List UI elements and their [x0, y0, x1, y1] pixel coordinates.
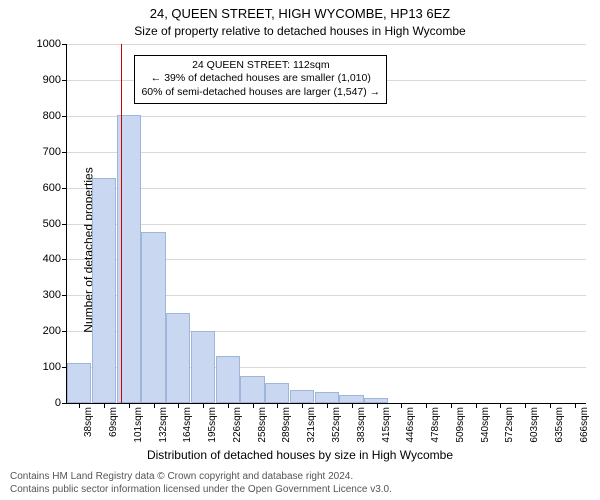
- xtick-label: 289sqm: [281, 407, 292, 443]
- histogram-bar: [240, 376, 264, 403]
- ytick-mark: [62, 44, 67, 45]
- ytick-label: 400: [43, 253, 61, 265]
- xtick-mark: [154, 403, 155, 408]
- xtick-label: 540sqm: [480, 407, 491, 443]
- ytick-mark: [62, 295, 67, 296]
- gridline: [67, 188, 586, 189]
- xtick-mark: [253, 403, 254, 408]
- xtick-mark: [327, 403, 328, 408]
- xtick-mark: [500, 403, 501, 408]
- xtick-label: 226sqm: [232, 407, 243, 443]
- plot-area: 0100200300400500600700800900100038sqm69s…: [66, 44, 586, 404]
- histogram-bar: [216, 356, 240, 403]
- histogram-bar: [339, 395, 363, 403]
- xtick-label: 446sqm: [405, 407, 416, 443]
- annotation-line1: 24 QUEEN STREET: 112sqm: [141, 59, 380, 73]
- xtick-mark: [302, 403, 303, 408]
- ytick-label: 900: [43, 74, 61, 86]
- ytick-mark: [62, 331, 67, 332]
- xtick-label: 635sqm: [554, 407, 565, 443]
- ytick-label: 700: [43, 146, 61, 158]
- xtick-mark: [401, 403, 402, 408]
- xtick-label: 509sqm: [455, 407, 466, 443]
- gridline: [67, 152, 586, 153]
- xtick-mark: [178, 403, 179, 408]
- ytick-mark: [62, 224, 67, 225]
- xtick-mark: [575, 403, 576, 408]
- xtick-label: 195sqm: [207, 407, 218, 443]
- annotation-line3: 60% of semi-detached houses are larger (…: [141, 86, 380, 100]
- property-marker-line: [121, 44, 122, 403]
- gridline: [67, 224, 586, 225]
- xtick-label: 478sqm: [430, 407, 441, 443]
- xtick-mark: [277, 403, 278, 408]
- annotation-box: 24 QUEEN STREET: 112sqm ← 39% of detache…: [134, 55, 387, 104]
- xtick-label: 383sqm: [356, 407, 367, 443]
- xtick-label: 572sqm: [504, 407, 515, 443]
- ytick-label: 1000: [37, 38, 61, 50]
- xtick-mark: [550, 403, 551, 408]
- histogram-bar: [315, 392, 339, 403]
- ytick-label: 600: [43, 182, 61, 194]
- footnote-line2: Contains public sector information licen…: [10, 484, 590, 497]
- chart-footnote: Contains HM Land Registry data © Crown c…: [10, 471, 590, 496]
- ytick-mark: [62, 188, 67, 189]
- xtick-mark: [228, 403, 229, 408]
- histogram-bar: [290, 390, 314, 403]
- xtick-mark: [79, 403, 80, 408]
- xtick-label: 666sqm: [579, 407, 590, 443]
- xtick-mark: [426, 403, 427, 408]
- xtick-label: 132sqm: [158, 407, 169, 443]
- xtick-label: 38sqm: [83, 407, 94, 437]
- gridline: [67, 116, 586, 117]
- ytick-label: 800: [43, 110, 61, 122]
- xtick-mark: [451, 403, 452, 408]
- xtick-mark: [129, 403, 130, 408]
- xtick-label: 258sqm: [257, 407, 268, 443]
- ytick-mark: [62, 403, 67, 404]
- ytick-label: 200: [43, 325, 61, 337]
- xtick-mark: [525, 403, 526, 408]
- annotation-line2: ← 39% of detached houses are smaller (1,…: [141, 72, 380, 86]
- ytick-label: 500: [43, 218, 61, 230]
- xtick-label: 352sqm: [331, 407, 342, 443]
- histogram-bar: [191, 331, 215, 403]
- ytick-label: 0: [55, 397, 61, 409]
- xtick-label: 101sqm: [133, 407, 144, 443]
- histogram-bar: [92, 178, 116, 403]
- ytick-label: 300: [43, 289, 61, 301]
- xtick-mark: [377, 403, 378, 408]
- histogram-bar: [67, 363, 91, 403]
- histogram-bar: [141, 232, 165, 403]
- ytick-mark: [62, 152, 67, 153]
- xtick-label: 321sqm: [306, 407, 317, 443]
- xtick-label: 164sqm: [182, 407, 193, 443]
- histogram-bar: [166, 313, 190, 403]
- xtick-mark: [476, 403, 477, 408]
- ytick-mark: [62, 80, 67, 81]
- xtick-label: 603sqm: [529, 407, 540, 443]
- xtick-mark: [352, 403, 353, 408]
- chart-title: 24, QUEEN STREET, HIGH WYCOMBE, HP13 6EZ: [0, 6, 600, 21]
- xtick-mark: [104, 403, 105, 408]
- chart-subtitle: Size of property relative to detached ho…: [0, 24, 600, 38]
- gridline: [67, 44, 586, 45]
- xtick-label: 69sqm: [108, 407, 119, 437]
- xtick-label: 415sqm: [381, 407, 392, 443]
- footnote-line1: Contains HM Land Registry data © Crown c…: [10, 471, 590, 484]
- xtick-mark: [203, 403, 204, 408]
- histogram-bar: [117, 115, 141, 403]
- x-axis-label: Distribution of detached houses by size …: [0, 448, 600, 462]
- ytick-mark: [62, 116, 67, 117]
- ytick-mark: [62, 259, 67, 260]
- ytick-label: 100: [43, 361, 61, 373]
- property-size-chart: 24, QUEEN STREET, HIGH WYCOMBE, HP13 6EZ…: [0, 0, 600, 500]
- histogram-bar: [265, 383, 289, 403]
